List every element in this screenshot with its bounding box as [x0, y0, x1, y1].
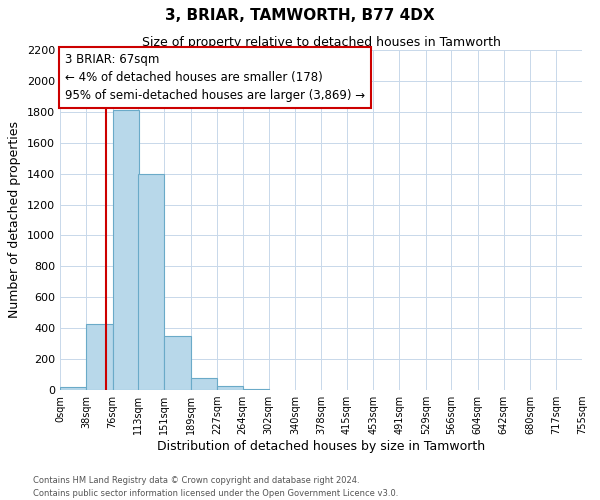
Title: Size of property relative to detached houses in Tamworth: Size of property relative to detached ho… [142, 36, 500, 49]
Text: Contains HM Land Registry data © Crown copyright and database right 2024.
Contai: Contains HM Land Registry data © Crown c… [33, 476, 398, 498]
Bar [60, 387, 86, 390]
Text: 3 BRIAR: 67sqm
← 4% of detached houses are smaller (178)
95% of semi-detached ho: 3 BRIAR: 67sqm ← 4% of detached houses a… [65, 54, 365, 102]
Bar [113, 110, 139, 390]
Bar [242, 389, 269, 390]
Bar [164, 336, 191, 390]
X-axis label: Distribution of detached houses by size in Tamworth: Distribution of detached houses by size … [157, 440, 485, 453]
Text: 3, BRIAR, TAMWORTH, B77 4DX: 3, BRIAR, TAMWORTH, B77 4DX [165, 8, 435, 22]
Bar [217, 386, 243, 390]
Bar [191, 378, 217, 390]
Bar [86, 324, 113, 390]
Bar [138, 174, 164, 390]
Y-axis label: Number of detached properties: Number of detached properties [8, 122, 22, 318]
